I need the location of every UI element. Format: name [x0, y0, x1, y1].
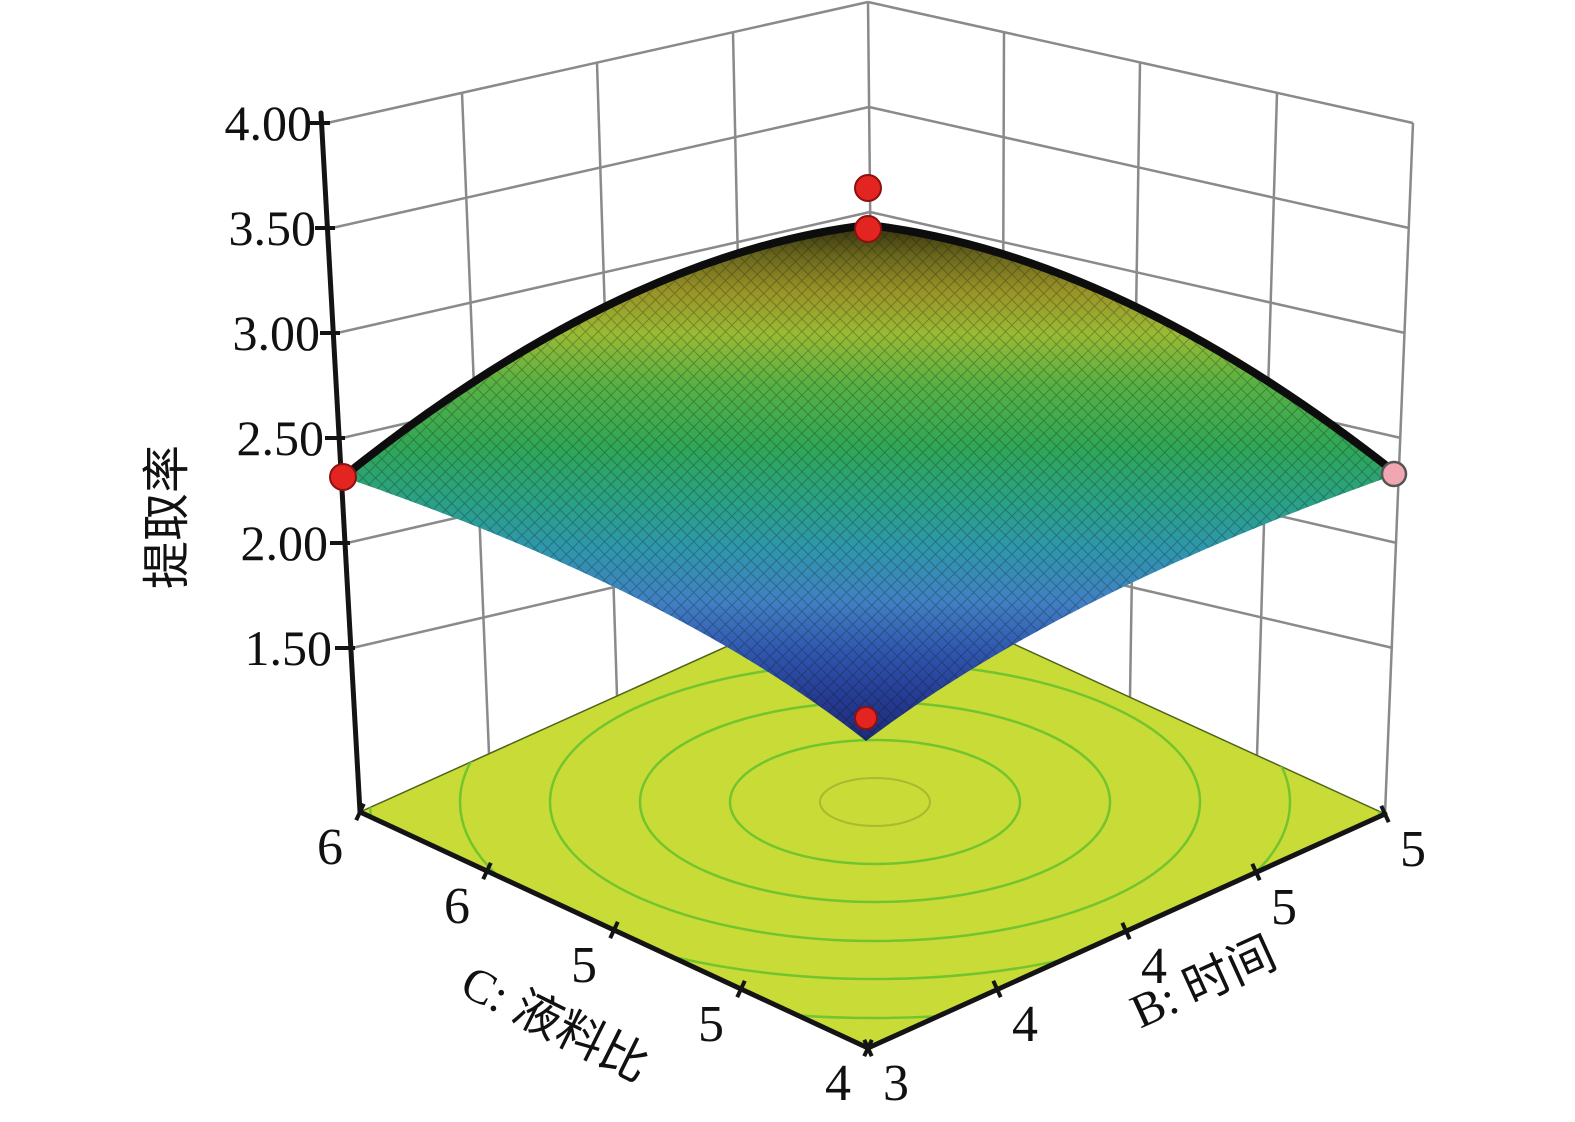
z-tick-label: 1.50 [245, 620, 333, 676]
c-tick-label: 6 [444, 878, 470, 935]
design-point-right-corner-below [1380, 460, 1408, 488]
b-tick [991, 979, 1003, 999]
b-tick-label: 4 [1012, 996, 1038, 1053]
b-tick-label: 3 [883, 1055, 909, 1112]
design-point-center-peak [854, 215, 882, 243]
b-tick [862, 1038, 874, 1058]
z-tick-label: 2.50 [237, 410, 325, 466]
c-axis-title: C: 液料比 [453, 955, 657, 1092]
design-points [329, 174, 1408, 730]
contour-ellipse [819, 777, 931, 827]
z-tick-labels: 4.00 3.50 3.00 2.50 2.00 1.50 [225, 95, 333, 676]
wall-top-right-edge [867, 0, 1414, 125]
b-tick [1250, 862, 1262, 882]
z-axis-line [318, 110, 363, 815]
b-tick [1120, 921, 1132, 941]
c-tick-label: 6 [317, 819, 343, 876]
surface [339, 220, 1401, 741]
c-tick-label: 5 [698, 996, 724, 1053]
axis-ticks [310, 121, 1391, 1058]
contour-ellipse [728, 738, 1022, 866]
z-tick-label: 4.00 [225, 95, 313, 151]
design-point-left-corner [329, 463, 357, 491]
c-tick-label: 5 [571, 937, 597, 994]
design-point-front-corner [854, 706, 878, 730]
b-tick-label: 5 [1400, 821, 1426, 878]
c-tick-label: 4 [825, 1055, 851, 1112]
c-tick [481, 861, 493, 881]
b-tick-label: 5 [1271, 879, 1297, 936]
c-tick [608, 920, 620, 940]
b-tick-label: 4 [1141, 938, 1167, 995]
z-axis-title: 提取率 [141, 445, 194, 589]
z-tick-label: 2.00 [241, 515, 329, 571]
c-tick-labels: 6 6 5 5 4 [317, 819, 851, 1112]
b-tick [1379, 804, 1391, 824]
z-tick-label: 3.00 [233, 305, 321, 361]
design-point-center-above [854, 174, 882, 202]
c-tick [354, 802, 366, 822]
surface-mesh [343, 225, 1397, 741]
b-tick-labels: 3 4 4 5 5 [883, 821, 1426, 1112]
wall-top-left-edge [326, 0, 869, 125]
z-tick-label: 3.50 [229, 200, 317, 256]
c-tick [735, 979, 747, 999]
